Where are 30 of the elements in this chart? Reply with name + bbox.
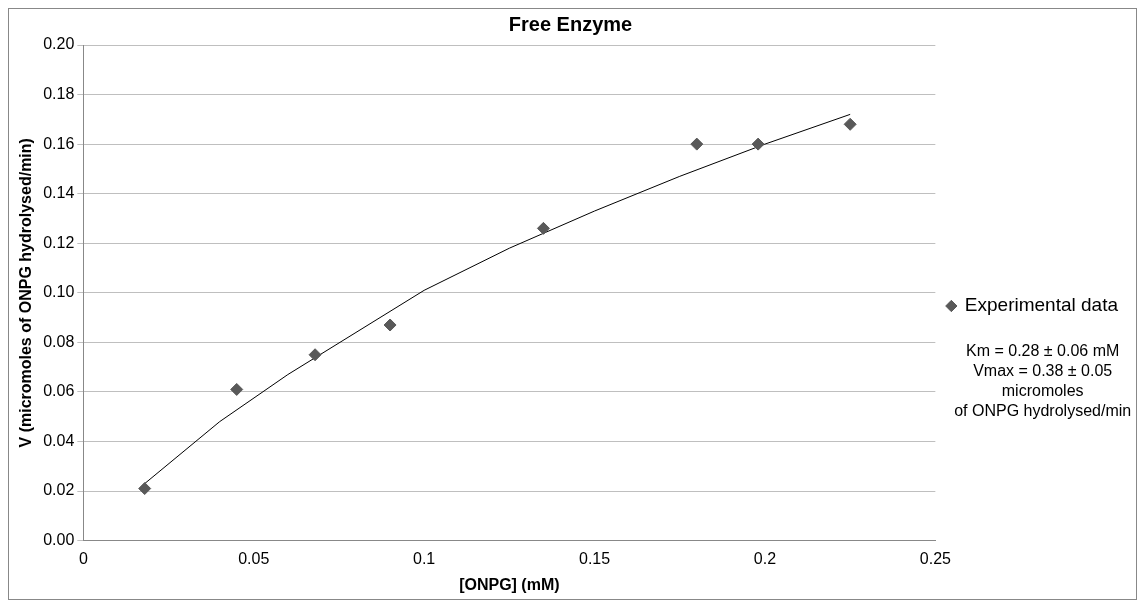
y-tick-label: 0.00 [43,531,75,549]
point [230,382,244,396]
chart-title: Free Enzyme [508,12,633,35]
point [843,117,857,131]
legend-label: Experimental data [964,294,1119,316]
y-tick-label: 0.08 [43,332,75,350]
point [308,348,322,362]
x-tick-label: 0.05 [238,549,270,567]
y-axis-title: V (micromoles of ONPG hydrolysed/min) [17,138,35,448]
x-tick-label: 0.25 [919,549,952,567]
text: Km = 0.28 ± 0.06 mM Vmax = 0.38 ± 0.05 micromoles of ONPG hydrolysed/min [954,341,1132,419]
y-tick-label: 0.20 [43,35,75,53]
y-tick-label: 0.12 [43,233,75,251]
y-tick-label: 0.04 [43,431,75,449]
y-tick-label: 0.02 [43,481,75,499]
point [138,482,152,496]
y-tick-label: 0.18 [43,84,75,102]
x-axis-title: [ONPG] (mM) [459,575,560,593]
y-tick-label: 0.16 [43,134,75,152]
x-tick-label: 0.1 [413,549,436,567]
point [690,137,704,151]
point [751,137,765,151]
point [383,318,397,332]
point [536,221,550,235]
x-tick-label: 0.15 [578,549,611,567]
y-tick-label: 0.10 [43,283,75,301]
y-tick-label: 0.06 [43,382,75,400]
x-tick-label: 0 [78,549,88,567]
y-tick-label: 0.14 [43,184,75,202]
x-tick-label: 0.2 [753,549,777,567]
